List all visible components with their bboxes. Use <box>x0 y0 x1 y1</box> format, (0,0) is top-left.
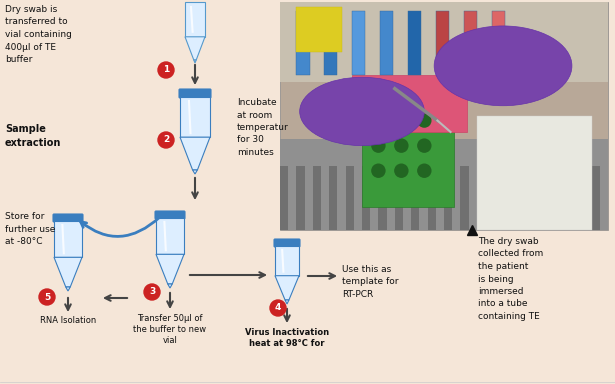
Bar <box>352 75 467 132</box>
Bar <box>491 11 505 75</box>
Bar <box>280 2 608 82</box>
Text: Virus Inactivation
heat at 98°C for: Virus Inactivation heat at 98°C for <box>245 328 329 348</box>
Bar <box>464 11 477 75</box>
Circle shape <box>158 62 174 78</box>
Polygon shape <box>180 137 210 170</box>
Circle shape <box>394 138 408 153</box>
Circle shape <box>371 164 386 178</box>
Text: 4: 4 <box>275 303 281 313</box>
Bar <box>275 246 299 276</box>
Bar <box>329 166 338 230</box>
Polygon shape <box>192 170 197 174</box>
Bar <box>280 2 608 230</box>
Bar <box>324 11 338 75</box>
Circle shape <box>371 113 386 128</box>
Text: 1: 1 <box>163 66 169 74</box>
Bar <box>362 166 370 230</box>
Ellipse shape <box>434 26 572 106</box>
Bar <box>436 11 449 75</box>
Bar <box>559 166 567 230</box>
Polygon shape <box>66 287 70 291</box>
Text: Sample
extraction: Sample extraction <box>5 124 62 147</box>
Bar <box>510 166 518 230</box>
Ellipse shape <box>300 77 424 146</box>
Text: The dry swab
collected from
the patient
is being
immersed
into a tube
containing: The dry swab collected from the patient … <box>478 237 543 321</box>
Bar <box>313 166 321 230</box>
FancyBboxPatch shape <box>53 214 83 222</box>
Bar <box>427 166 436 230</box>
Circle shape <box>394 113 408 128</box>
Bar <box>477 166 485 230</box>
Text: Dry swab is
transferred to
vial containing
400µl of TE
buffer: Dry swab is transferred to vial containi… <box>5 5 72 64</box>
Polygon shape <box>185 37 205 60</box>
Bar <box>526 166 534 230</box>
Bar <box>592 166 600 230</box>
Circle shape <box>394 164 408 178</box>
Polygon shape <box>168 284 172 288</box>
Circle shape <box>144 284 160 300</box>
Bar <box>296 11 309 75</box>
FancyBboxPatch shape <box>274 239 300 247</box>
Bar <box>444 166 452 230</box>
Bar <box>380 11 393 75</box>
Bar <box>378 166 387 230</box>
Circle shape <box>417 138 432 153</box>
Bar <box>408 11 421 75</box>
Bar <box>280 166 288 230</box>
Bar <box>477 116 592 230</box>
Circle shape <box>158 132 174 148</box>
Polygon shape <box>285 300 289 304</box>
Bar <box>185 2 205 37</box>
Bar <box>493 166 501 230</box>
Text: Store for
further use
at -80°C: Store for further use at -80°C <box>5 212 55 246</box>
Polygon shape <box>54 257 82 287</box>
Bar <box>542 166 550 230</box>
Text: 3: 3 <box>149 288 155 296</box>
Text: Transfer 50µl of
the buffer to new
vial: Transfer 50µl of the buffer to new vial <box>133 314 207 345</box>
Circle shape <box>39 289 55 305</box>
Text: Use this as
template for
RT-PCR: Use this as template for RT-PCR <box>342 265 399 299</box>
Bar <box>296 166 304 230</box>
Polygon shape <box>156 254 184 284</box>
Bar <box>362 104 454 207</box>
Polygon shape <box>275 276 299 300</box>
Text: RNA Isolation: RNA Isolation <box>40 316 96 325</box>
Circle shape <box>417 164 432 178</box>
Circle shape <box>270 300 286 316</box>
Bar <box>395 166 403 230</box>
Bar <box>352 11 365 75</box>
Circle shape <box>371 138 386 153</box>
Text: 5: 5 <box>44 293 50 301</box>
Bar <box>411 166 419 230</box>
Bar <box>280 139 608 230</box>
Bar <box>156 218 184 254</box>
Bar <box>575 166 584 230</box>
Bar <box>461 166 469 230</box>
FancyBboxPatch shape <box>155 211 185 219</box>
Polygon shape <box>194 60 196 63</box>
Bar <box>296 7 343 52</box>
FancyBboxPatch shape <box>179 89 211 98</box>
Bar <box>54 221 82 257</box>
Circle shape <box>417 113 432 128</box>
Bar <box>180 97 210 137</box>
Bar <box>346 166 354 230</box>
Text: 2: 2 <box>163 136 169 144</box>
Text: Incubate
at room
temperatur
for 30
minutes: Incubate at room temperatur for 30 minut… <box>237 98 289 157</box>
